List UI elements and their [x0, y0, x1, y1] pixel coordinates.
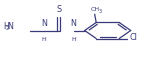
Text: Cl: Cl — [129, 33, 137, 42]
Text: CH: CH — [90, 7, 99, 12]
Text: S: S — [56, 5, 61, 14]
Text: H: H — [3, 22, 9, 30]
Text: H: H — [41, 37, 46, 42]
Text: N: N — [41, 19, 47, 28]
Text: N: N — [7, 22, 13, 30]
Text: N: N — [71, 19, 76, 28]
Text: 3: 3 — [98, 9, 102, 14]
Text: H: H — [71, 37, 76, 42]
Text: 2: 2 — [6, 26, 9, 31]
